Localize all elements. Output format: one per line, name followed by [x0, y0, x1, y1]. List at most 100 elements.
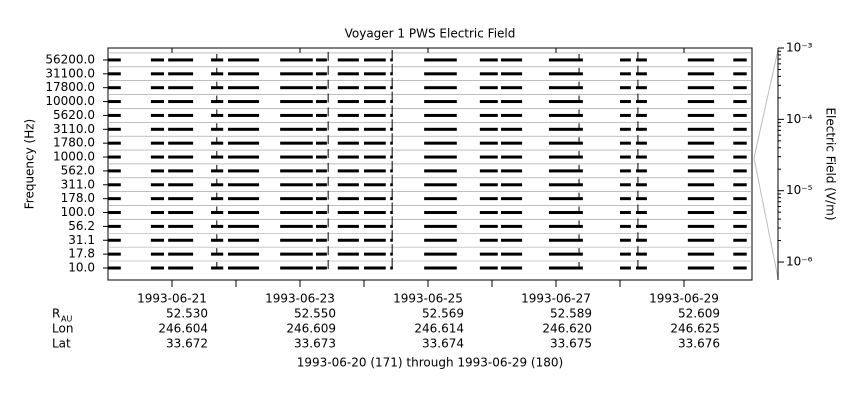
coverage-bar: [733, 155, 747, 159]
coverage-bar: [168, 113, 194, 117]
coverage-bar: [548, 58, 583, 62]
coverage-bar: [150, 100, 164, 104]
coverage-bar: [687, 183, 715, 187]
coverage-bar: [687, 100, 715, 104]
coverage-bar: [337, 238, 359, 242]
coverage-bar: [390, 86, 393, 90]
ephemeris-value: 52.609: [678, 307, 720, 321]
coverage-bar: [108, 72, 121, 76]
coverage-bar: [150, 169, 164, 173]
coverage-bar: [733, 197, 747, 201]
coverage-bar: [280, 113, 313, 117]
coverage-bar: [548, 72, 583, 76]
ephemeris-value: 33.675: [550, 337, 592, 351]
x-tick-label: 1993-06-25: [393, 292, 463, 306]
coverage-bar: [733, 127, 747, 131]
y-tick-label: 3110.0: [53, 122, 95, 136]
chart-title: Voyager 1 PWS Electric Field: [345, 27, 516, 41]
coverage-bar: [620, 224, 631, 228]
coverage-bar: [548, 113, 583, 117]
coverage-bar: [337, 266, 359, 270]
coverage-bar: [168, 169, 194, 173]
zoom-line: [753, 157, 779, 279]
coverage-bar: [390, 224, 393, 228]
coverage-bar: [620, 211, 631, 215]
coverage-bar: [620, 141, 631, 145]
coverage-bar: [636, 211, 647, 215]
coverage-bar: [228, 72, 260, 76]
coverage-bar: [108, 113, 121, 117]
coverage-bar: [316, 169, 327, 173]
coverage-bar: [636, 141, 647, 145]
ephemeris-label: Lat: [52, 337, 71, 351]
coverage-bar: [108, 197, 121, 201]
ephemeris-label: R: [52, 307, 60, 321]
coverage-bar: [316, 211, 327, 215]
coverage-bar: [168, 72, 194, 76]
coverage-bar: [150, 155, 164, 159]
coverage-bar: [479, 169, 498, 173]
coverage-bar: [620, 169, 631, 173]
coverage-bar: [479, 58, 498, 62]
coverage-bar: [733, 252, 747, 256]
zoom-line: [753, 49, 779, 159]
coverage-bar: [316, 252, 327, 256]
coverage-bar: [316, 127, 327, 131]
coverage-bar: [548, 86, 583, 90]
coverage-bar: [733, 72, 747, 76]
coverage-bar: [687, 252, 715, 256]
coverage-bar: [228, 266, 260, 270]
coverage-bar: [168, 86, 194, 90]
y2-tick-label: 10⁻⁵: [786, 183, 813, 197]
y-tick-label: 56200.0: [45, 52, 95, 66]
coverage-bar: [636, 155, 647, 159]
y-tick-label: 1000.0: [53, 150, 95, 164]
coverage-bar: [280, 58, 313, 62]
coverage-bar: [168, 127, 194, 131]
coverage-bar: [636, 113, 647, 117]
y-tick-label: 31100.0: [45, 66, 95, 80]
coverage-bar: [687, 141, 715, 145]
coverage-bar: [479, 100, 498, 104]
coverage-bar: [364, 100, 386, 104]
coverage-bar: [548, 197, 583, 201]
coverage-bar: [316, 224, 327, 228]
coverage-bar: [280, 197, 313, 201]
coverage-bar: [479, 224, 498, 228]
ephemeris-value: 52.530: [166, 307, 208, 321]
coverage-bar: [316, 238, 327, 242]
y2-axis-label: Electric Field (V/m): [824, 107, 838, 220]
coverage-bar: [687, 72, 715, 76]
coverage-bar: [150, 224, 164, 228]
coverage-bar: [500, 86, 523, 90]
coverage-bar: [687, 155, 715, 159]
coverage-bar: [168, 252, 194, 256]
coverage-bar: [337, 86, 359, 90]
coverage-bar: [364, 141, 386, 145]
coverage-bar: [479, 252, 498, 256]
ephemeris-sub: AU: [61, 315, 72, 324]
coverage-bar: [364, 155, 386, 159]
coverage-bar: [316, 266, 327, 270]
coverage-bar: [280, 211, 313, 215]
coverage-bar: [479, 113, 498, 117]
coverage-bar: [479, 141, 498, 145]
coverage-bar: [500, 183, 523, 187]
coverage-bar: [280, 100, 313, 104]
coverage-bar: [364, 197, 386, 201]
coverage-bar: [390, 72, 393, 76]
coverage-bar: [364, 224, 386, 228]
coverage-bar: [108, 238, 121, 242]
coverage-bar: [548, 252, 583, 256]
coverage-bar: [390, 100, 393, 104]
coverage-bar: [150, 72, 164, 76]
coverage-bar: [168, 211, 194, 215]
coverage-bar: [424, 141, 457, 145]
coverage-bar: [150, 141, 164, 145]
coverage-bar: [108, 211, 121, 215]
coverage-bar: [280, 183, 313, 187]
footer: 1993-06-20 (171) through 1993-06-29 (180…: [297, 356, 563, 370]
coverage-bar: [390, 169, 393, 173]
coverage-bar: [500, 155, 523, 159]
